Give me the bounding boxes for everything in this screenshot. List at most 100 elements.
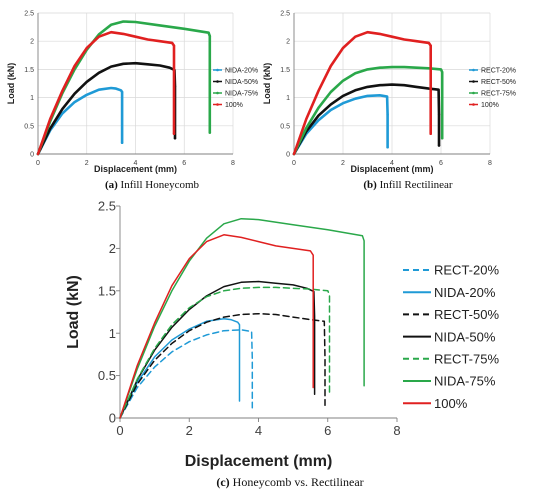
- series-marker: [208, 34, 212, 38]
- x-tick-label: 4: [134, 160, 138, 167]
- x-axis-title: Displacement (mm): [94, 164, 177, 174]
- legend-marker: [216, 91, 219, 95]
- caption-letter: (b): [363, 179, 377, 191]
- x-tick-label: 2: [341, 160, 345, 167]
- y-tick-label: 0.5: [24, 123, 34, 130]
- x-axis-title: Displacement (mm): [350, 164, 433, 174]
- series-line-nida-20pct: [119, 318, 241, 419]
- series-line-100pct: [36, 30, 176, 156]
- x-tick-label: 2: [186, 423, 193, 438]
- x-tick-label: 8: [393, 423, 400, 438]
- panel-caption: (c) Honeycomb vs. Rectilinear: [216, 475, 363, 489]
- x-tick-label: 6: [324, 423, 331, 438]
- legend-label: NIDA-75%: [434, 374, 496, 389]
- x-tick-label: 2: [85, 160, 89, 167]
- series-marker: [386, 146, 389, 149]
- x-tick-label: 0: [36, 160, 40, 167]
- chart-panel-2: 0 0.5 1 1.5 2 2.5 0 2 4 6 8 RECT-20% RECT-50% RECT-75…: [262, 10, 516, 191]
- x-tick-label: 6: [439, 160, 443, 167]
- legend-label: NIDA-50%: [434, 329, 496, 344]
- series-marker: [441, 137, 444, 140]
- y-tick-label: 0.5: [280, 123, 290, 130]
- legend-label: 100%: [481, 102, 499, 109]
- legend-label: RECT-20%: [481, 68, 516, 75]
- series-line-rect-50pct: [292, 83, 441, 156]
- series-marker: [172, 132, 176, 135]
- caption-text: Honeycomb vs. Rectilinear: [230, 475, 364, 489]
- y-tick-label: 2.5: [280, 10, 290, 17]
- series-marker: [208, 131, 212, 134]
- y-tick-label: 1.5: [24, 67, 34, 74]
- legend-label: 100%: [225, 102, 243, 109]
- series-line-nida-75pct: [119, 217, 365, 419]
- caption-text: Infill Rectilinear: [377, 179, 453, 191]
- legend-label: NIDA-75%: [225, 91, 258, 98]
- series-marker: [429, 132, 432, 135]
- series-line-rect-75pct: [119, 286, 331, 419]
- x-tick-label: 4: [255, 423, 262, 438]
- legend-label: NIDA-50%: [225, 79, 258, 86]
- series-line-rect-50pct: [119, 312, 326, 419]
- x-tick-label: 0: [292, 160, 296, 167]
- series-line-rect-75pct: [292, 65, 444, 156]
- legend-label: RECT-50%: [481, 79, 516, 86]
- legend-label: NIDA-20%: [225, 68, 258, 75]
- legend-marker: [216, 80, 219, 83]
- x-axis-title: Displacement (mm): [185, 453, 333, 470]
- y-tick-label: 2: [286, 39, 290, 46]
- y-tick-label: 1: [109, 326, 116, 341]
- series-marker: [120, 90, 124, 94]
- x-tick-label: 4: [390, 160, 394, 167]
- series-line-nida-50pct: [119, 280, 316, 419]
- y-tick-label: 0.5: [98, 368, 116, 383]
- y-tick-label: 2: [30, 39, 34, 46]
- series-line-rect-20pct: [292, 94, 389, 156]
- series-marker: [120, 141, 124, 144]
- x-tick-label: 0: [116, 423, 123, 438]
- series-line-100pct: [292, 30, 432, 156]
- y-tick-label: 0: [109, 411, 116, 426]
- series-marker: [173, 137, 177, 140]
- legend-label: NIDA-20%: [434, 285, 496, 300]
- legend-label: RECT-75%: [481, 91, 516, 98]
- x-tick-label: 8: [231, 160, 235, 167]
- panel-caption: (a) Infill Honeycomb: [105, 179, 200, 191]
- y-tick-label: 0: [286, 151, 290, 158]
- y-axis-title: Load (kN): [65, 275, 82, 349]
- legend-label: 100%: [434, 396, 468, 411]
- legend-marker: [472, 103, 475, 106]
- y-tick-label: 1.5: [280, 67, 290, 74]
- caption-letter: (a): [105, 179, 118, 191]
- series-marker: [441, 71, 444, 74]
- legend-label: RECT-75%: [434, 351, 499, 366]
- caption-letter: (c): [216, 475, 229, 489]
- panel-caption: (b) Infill Rectilinear: [363, 179, 453, 191]
- x-tick-label: 8: [488, 160, 492, 167]
- series-marker: [437, 113, 441, 116]
- y-axis-title: Load (kN): [6, 63, 16, 105]
- series-marker: [437, 144, 441, 147]
- chart-panel-1: 0 0.5 1 1.5 2 2.5 0 2 4 6 8 NIDA-20% NIDA-50% NIDA-75…: [6, 10, 258, 191]
- series-line-100pct: [119, 234, 314, 419]
- y-tick-label: 2.5: [98, 199, 116, 214]
- legend-marker: [472, 91, 475, 95]
- y-tick-label: 1: [30, 95, 34, 102]
- series-marker: [386, 113, 389, 116]
- legend-label: RECT-20%: [434, 263, 499, 278]
- legend-marker: [216, 103, 219, 106]
- y-tick-label: 0: [30, 151, 34, 158]
- x-tick-label: 6: [182, 160, 186, 167]
- series-marker: [172, 44, 176, 47]
- series-line-rect-20pct: [119, 329, 254, 419]
- y-tick-label: 2: [109, 241, 116, 256]
- y-tick-label: 1: [286, 95, 290, 102]
- series-marker: [429, 44, 432, 47]
- y-tick-label: 2.5: [24, 10, 34, 17]
- legend-marker: [472, 68, 475, 72]
- y-tick-label: 1.5: [98, 283, 116, 298]
- series-line-nida-50pct: [36, 61, 177, 156]
- chart-panel-3: 0 0.5 1 1.5 2 2.5 0 2 4 6 8 RECT-20% NIDA-20% RECT-50…: [65, 199, 499, 489]
- legend-marker: [472, 80, 475, 83]
- legend-marker: [216, 68, 219, 72]
